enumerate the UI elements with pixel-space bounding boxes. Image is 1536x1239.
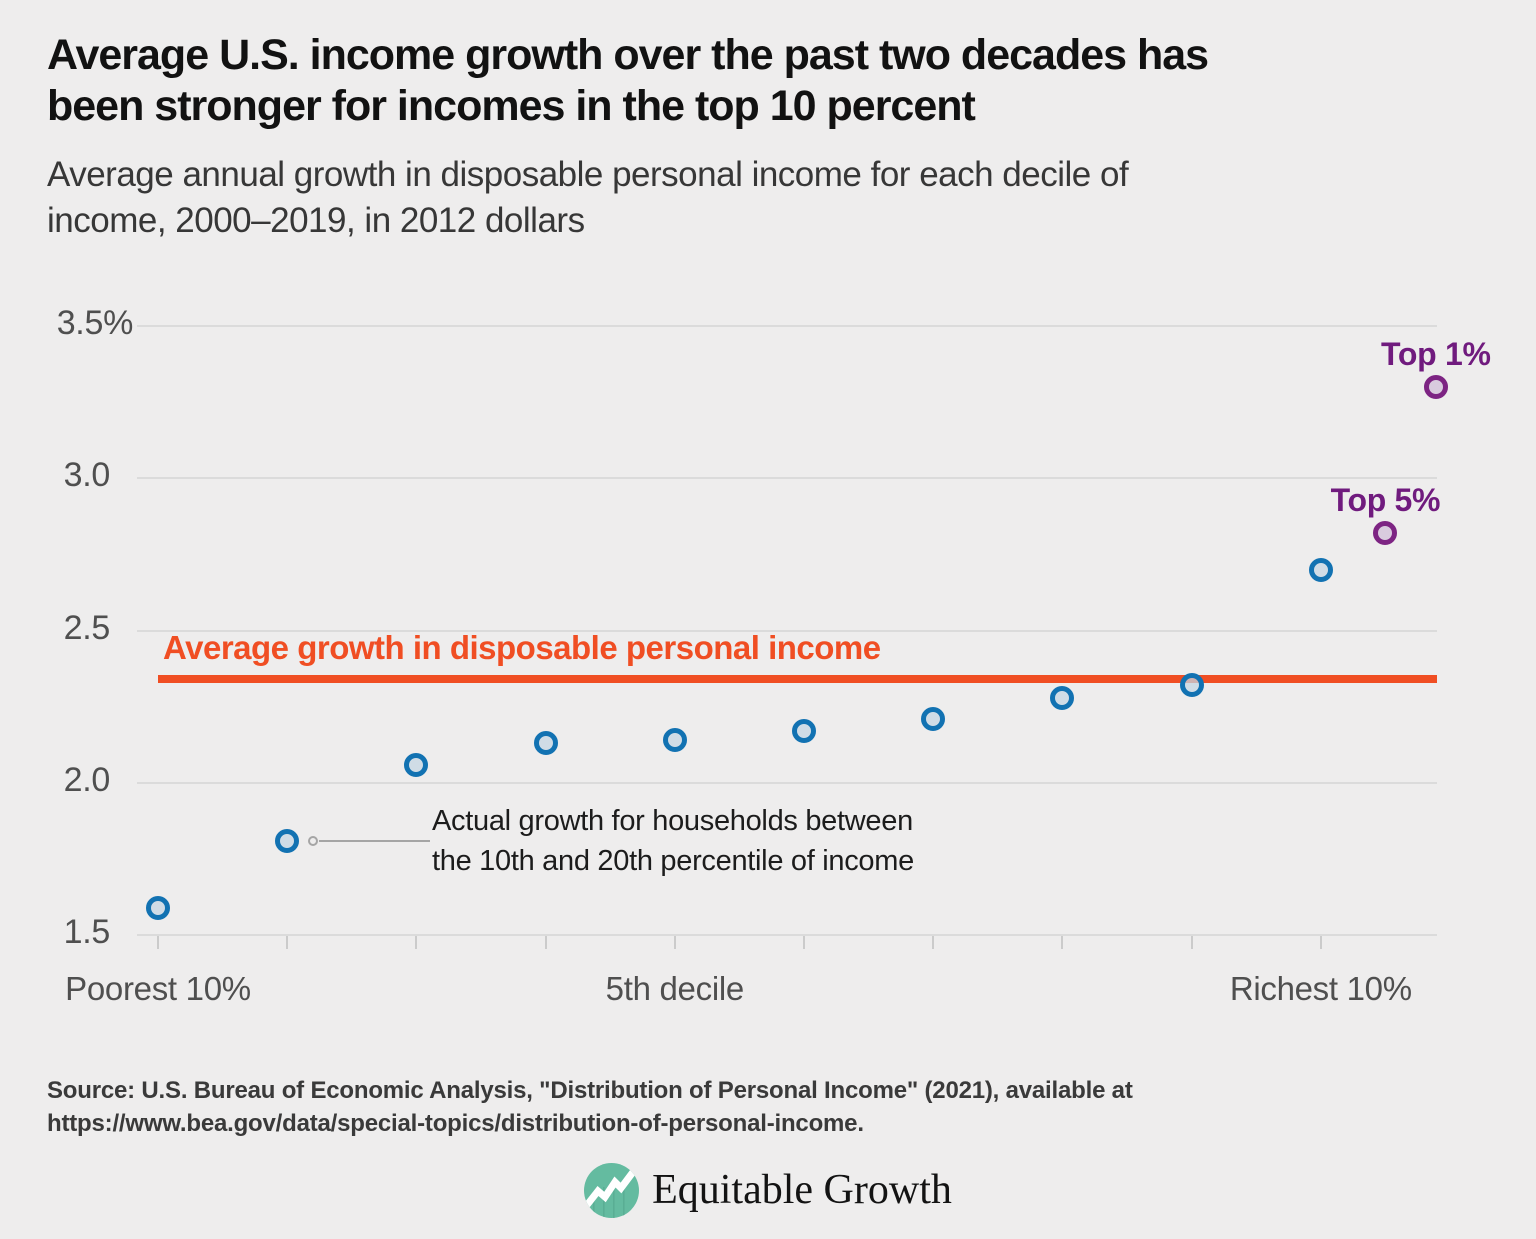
annotation-dot: [308, 835, 319, 846]
data-point-decile-10: [1308, 557, 1333, 582]
data-point-decile-5: [662, 728, 687, 753]
annotation-line: [319, 839, 430, 842]
x-tick-6: [803, 936, 805, 949]
y-axis-label-3: 3.0: [63, 456, 111, 495]
data-point-decile-7: [921, 706, 946, 731]
top-5-label: Top 5%: [1330, 482, 1441, 519]
y-axis-label-1.5: 1.5: [63, 913, 111, 951]
data-point-decile-3: [404, 752, 429, 777]
x-tick-2: [286, 936, 289, 949]
y-gridline-3.5: [137, 325, 1437, 327]
data-point-top-1: [1423, 374, 1448, 399]
average-line: [158, 675, 1437, 684]
chart-subtitle: Average annual growth in disposable pers…: [47, 152, 1129, 244]
y-gridline-2.5: [137, 629, 1437, 632]
data-point-top-5: [1373, 521, 1398, 546]
source-line2: https://www.bea.gov/data/special-topics/…: [47, 1110, 864, 1137]
chart-title-line1: Average U.S. income growth over the past…: [47, 31, 1209, 79]
data-point-decile-2: [275, 828, 300, 853]
logo-mark-icon: [584, 1162, 640, 1218]
x-tick-9: [1190, 936, 1193, 949]
data-point-decile-4: [533, 731, 558, 756]
x-tick-1: [157, 936, 159, 949]
average-line-label: Average growth in disposable personal in…: [163, 629, 881, 667]
x-tick-4: [544, 936, 547, 949]
x-tick-8: [1061, 936, 1064, 949]
x-axis-label-poorest-10: Poorest 10%: [65, 970, 251, 1007]
y-gridline-3: [137, 477, 1437, 480]
annotation-text: Actual growth for households between the…: [432, 804, 914, 877]
x-tick-5: [673, 936, 676, 949]
chart-title-line2: been stronger for incomes in the top 10 …: [47, 82, 976, 130]
equitable-growth-logo: Equitable Growth: [0, 1160, 1536, 1220]
x-tick-3: [415, 936, 418, 949]
x-tick-10: [1319, 936, 1322, 949]
source-note: Source: U.S. Bureau of Economic Analysis…: [47, 1074, 1133, 1140]
y-axis-label-2: 2.0: [63, 760, 111, 799]
top-1-label: Top 1%: [1380, 335, 1491, 372]
logo-wordmark: Equitable Growth: [652, 1167, 952, 1213]
data-point-decile-9: [1179, 673, 1204, 698]
chart-subtitle-line1: Average annual growth in disposable pers…: [47, 155, 1129, 194]
y-axis-label-2.5: 2.5: [63, 608, 111, 647]
chart-subtitle-line2: income, 2000–2019, in 2012 dollars: [47, 201, 585, 240]
x-axis-label-5th-decile: 5th decile: [605, 970, 745, 1007]
y-axis-label-3.5: 3.5%: [56, 304, 134, 342]
logo-trend-line-icon: [584, 1165, 639, 1207]
y-gridline-1.5: [137, 934, 1437, 936]
data-point-decile-6: [792, 719, 816, 743]
data-point-decile-1: [146, 895, 170, 920]
x-axis-label-richest-10: Richest 10%: [1229, 970, 1412, 1007]
chart-title: Average U.S. income growth over the past…: [47, 30, 1209, 132]
data-point-decile-8: [1050, 685, 1075, 710]
x-tick-7: [932, 936, 935, 949]
y-gridline-2: [137, 781, 1437, 784]
source-line1: Source: U.S. Bureau of Economic Analysis…: [47, 1077, 1133, 1104]
